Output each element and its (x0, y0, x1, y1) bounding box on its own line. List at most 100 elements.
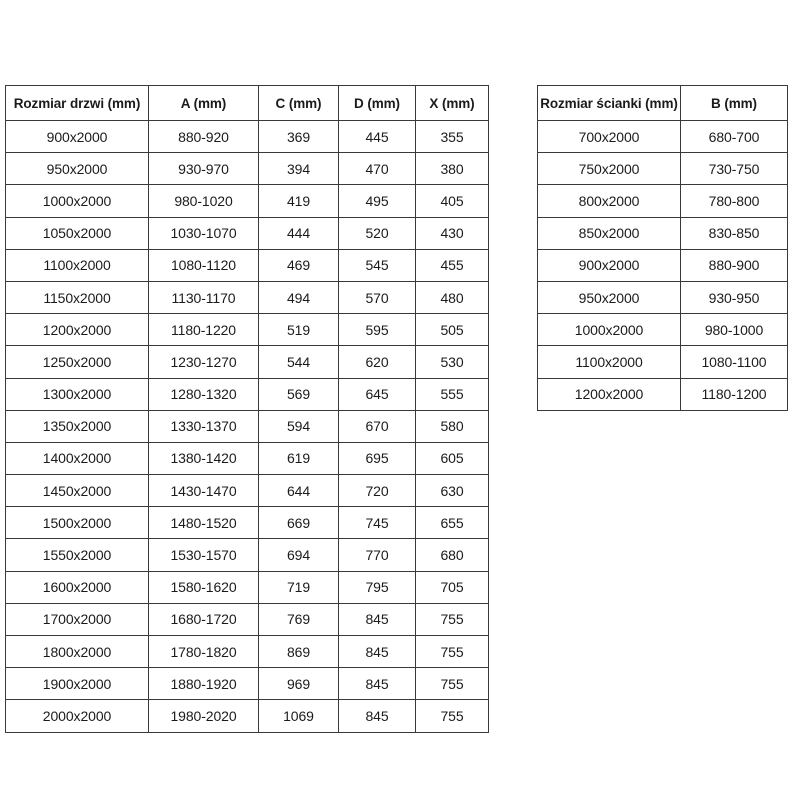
doors-table-head: Rozmiar drzwi (mm) A (mm) C (mm) D (mm) … (5, 85, 489, 121)
cell-x: 480 (415, 280, 489, 315)
cell-size: 1150x2000 (5, 280, 149, 315)
cell-size: 1200x2000 (537, 377, 681, 411)
cell-d: 470 (338, 152, 416, 186)
cell-a: 1280-1320 (148, 377, 259, 411)
cell-size: 950x2000 (537, 280, 681, 315)
cell-a: 930-970 (148, 152, 259, 186)
walls-size-table: Rozmiar ścianki (mm) B (mm) 700x2000 680-… (537, 85, 788, 411)
cell-size: 900x2000 (537, 248, 681, 282)
cell-x: 705 (415, 570, 489, 604)
table-row: 950x2000 930-950 (537, 280, 788, 315)
cell-x: 355 (415, 119, 489, 154)
cell-size: 1100x2000 (537, 345, 681, 379)
cell-b: 730-750 (680, 152, 788, 186)
cell-a: 1180-1220 (148, 313, 259, 347)
table-row: 1900x2000 1880-1920 969 845 755 (5, 667, 489, 701)
cell-size: 1200x2000 (5, 313, 149, 347)
cell-c: 869 (258, 634, 339, 669)
cell-x: 530 (415, 345, 489, 379)
table-row: 1050x2000 1030-1070 444 520 430 (5, 216, 489, 250)
cell-b: 1080-1100 (680, 345, 788, 379)
cell-x: 455 (415, 248, 489, 282)
table-row: 1300x2000 1280-1320 569 645 555 (5, 377, 489, 411)
cell-c: 969 (258, 667, 339, 701)
table-row: 750x2000 730-750 (537, 152, 788, 186)
cell-size: 1700x2000 (5, 602, 149, 637)
cell-x: 380 (415, 152, 489, 186)
table-row: 2000x2000 1980-2020 1069 845 755 (5, 699, 489, 733)
cell-d: 745 (338, 506, 416, 540)
cell-c: 694 (258, 538, 339, 572)
cell-x: 605 (415, 441, 489, 476)
cell-d: 770 (338, 538, 416, 572)
table-row: 1100x2000 1080-1120 469 545 455 (5, 248, 489, 282)
table-row: 1500x2000 1480-1520 669 745 655 (5, 506, 489, 540)
cell-d: 845 (338, 699, 416, 733)
cell-a: 880-920 (148, 119, 259, 154)
cell-d: 845 (338, 667, 416, 701)
cell-size: 1000x2000 (5, 184, 149, 218)
cell-x: 580 (415, 409, 489, 443)
cell-c: 769 (258, 602, 339, 637)
table-row: 1200x2000 1180-1220 519 595 505 (5, 313, 489, 347)
cell-d: 795 (338, 570, 416, 604)
cell-size: 800x2000 (537, 184, 681, 218)
table-row: 1550x2000 1530-1570 694 770 680 (5, 538, 489, 572)
table-row: 950x2000 930-970 394 470 380 (5, 152, 489, 186)
cell-a: 1480-1520 (148, 506, 259, 540)
cell-c: 419 (258, 184, 339, 218)
cell-a: 1780-1820 (148, 634, 259, 669)
table-row: 1600x2000 1580-1620 719 795 705 (5, 570, 489, 604)
table-row: 1800x2000 1780-1820 869 845 755 (5, 634, 489, 669)
table-row: 1350x2000 1330-1370 594 670 580 (5, 409, 489, 443)
table-row: 900x2000 880-920 369 445 355 (5, 119, 489, 154)
cell-d: 845 (338, 634, 416, 669)
cell-d: 570 (338, 280, 416, 315)
doors-col-header-c: C (mm) (258, 85, 339, 121)
cell-size: 1800x2000 (5, 634, 149, 669)
table-row: 1250x2000 1230-1270 544 620 530 (5, 345, 489, 379)
cell-x: 630 (415, 474, 489, 508)
table-row: 1400x2000 1380-1420 619 695 605 (5, 441, 489, 476)
cell-x: 405 (415, 184, 489, 218)
doors-col-header-size: Rozmiar drzwi (mm) (5, 85, 149, 121)
cell-c: 369 (258, 119, 339, 154)
cell-x: 755 (415, 634, 489, 669)
cell-a: 1330-1370 (148, 409, 259, 443)
cell-d: 720 (338, 474, 416, 508)
cell-a: 980-1020 (148, 184, 259, 218)
cell-d: 695 (338, 441, 416, 476)
cell-size: 1050x2000 (5, 216, 149, 250)
cell-c: 594 (258, 409, 339, 443)
cell-c: 394 (258, 152, 339, 186)
cell-size: 1100x2000 (5, 248, 149, 282)
walls-col-header-size: Rozmiar ścianki (mm) (537, 85, 681, 121)
walls-table-head: Rozmiar ścianki (mm) B (mm) (537, 85, 788, 121)
cell-b: 880-900 (680, 248, 788, 282)
cell-a: 1080-1120 (148, 248, 259, 282)
cell-size: 950x2000 (5, 152, 149, 186)
cell-c: 569 (258, 377, 339, 411)
table-row: 800x2000 780-800 (537, 184, 788, 218)
cell-c: 469 (258, 248, 339, 282)
walls-col-header-b: B (mm) (680, 85, 788, 121)
cell-c: 669 (258, 506, 339, 540)
cell-size: 1400x2000 (5, 441, 149, 476)
cell-d: 595 (338, 313, 416, 347)
doors-size-table-container: Rozmiar drzwi (mm) A (mm) C (mm) D (mm) … (5, 85, 489, 733)
cell-c: 1069 (258, 699, 339, 733)
doors-header-row: Rozmiar drzwi (mm) A (mm) C (mm) D (mm) … (5, 85, 489, 121)
cell-size: 1300x2000 (5, 377, 149, 411)
cell-x: 555 (415, 377, 489, 411)
cell-c: 494 (258, 280, 339, 315)
doors-col-header-a: A (mm) (148, 85, 259, 121)
cell-a: 1880-1920 (148, 667, 259, 701)
cell-x: 755 (415, 667, 489, 701)
table-row: 1000x2000 980-1000 (537, 313, 788, 347)
cell-a: 1980-2020 (148, 699, 259, 733)
cell-d: 445 (338, 119, 416, 154)
table-row: 1700x2000 1680-1720 769 845 755 (5, 602, 489, 637)
cell-a: 1430-1470 (148, 474, 259, 508)
table-row: 1100x2000 1080-1100 (537, 345, 788, 379)
